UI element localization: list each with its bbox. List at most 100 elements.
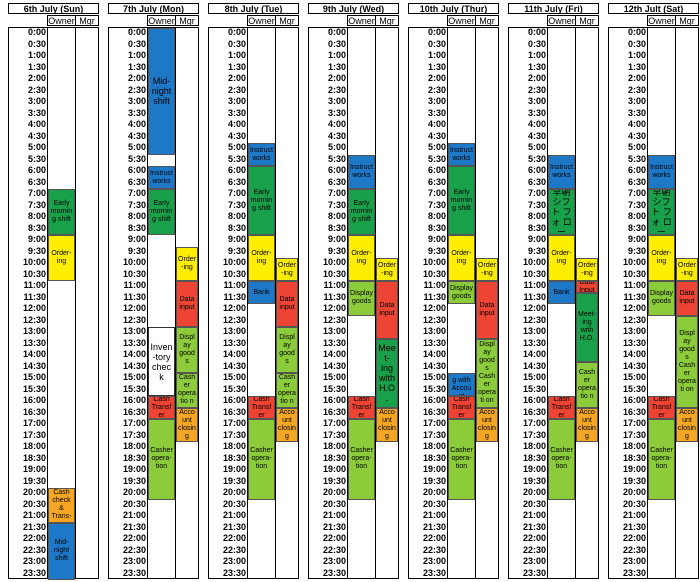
schedule-block: Casher opera- tion [148, 419, 175, 500]
schedule-block: Account closing [476, 407, 498, 442]
time-label: 4:00 [227, 119, 246, 129]
schedule-block: Cash Transfer [348, 396, 375, 419]
day-header: 9th July (Wed) [308, 3, 399, 14]
mgr-column-label: Mgr [275, 15, 299, 26]
time-label: 23:00 [522, 556, 546, 566]
time-label: 6:00 [27, 165, 46, 175]
time-label: 0:00 [27, 27, 46, 37]
schedule-block: Casher opera- tion [648, 419, 675, 500]
schedule-block: Early mornin g shift [248, 166, 275, 235]
time-label: 17:00 [322, 418, 346, 428]
owner-column: Instruct works Early mornin g shift Order-… [247, 27, 276, 579]
time-label: 22:00 [222, 533, 246, 543]
time-label: 20:30 [522, 498, 546, 509]
time-label: 4:30 [627, 130, 646, 141]
time-label: 11:00 [623, 280, 646, 290]
time-label: 14:00 [622, 349, 646, 359]
time-label: 16:00 [22, 395, 46, 405]
time-label: 10:00 [322, 257, 346, 267]
time-label: 0:00 [327, 27, 346, 37]
time-label: 13:30 [22, 337, 46, 348]
time-label: 3:30 [27, 107, 46, 118]
day-header: 10th July (Thur) [408, 3, 499, 14]
time-label: 4:30 [427, 130, 446, 141]
time-label: 8:00 [127, 211, 146, 221]
time-label: 8:00 [527, 211, 546, 221]
owner-column: Instruct works 早朝 シフト フォ ロー Order- ing Disp… [647, 27, 676, 579]
time-label: 16:00 [622, 395, 646, 405]
owner-column: Instruct works Early mornin g shift Order-… [347, 27, 376, 579]
time-label: 12:00 [22, 303, 46, 313]
time-label: 23:30 [222, 567, 246, 578]
mgr-column-label: Mgr [475, 15, 499, 26]
time-label: 17:30 [222, 429, 246, 440]
time-label: 9:00 [27, 234, 46, 244]
time-label: 8:00 [327, 211, 346, 221]
time-label: 13:00 [322, 326, 346, 336]
time-label: 16:00 [222, 395, 246, 405]
time-label: 3:00 [27, 96, 46, 106]
time-label: 0:30 [227, 38, 246, 49]
owner-column-label: Owner [447, 15, 476, 26]
schedule-block: Display goods [448, 281, 475, 304]
time-label: 18:00 [22, 441, 46, 451]
schedule-block: Casher operatio n [276, 373, 298, 408]
time-label: 9:30 [327, 245, 346, 256]
time-label: 5:00 [327, 142, 346, 152]
time-label: 3:30 [327, 107, 346, 118]
time-label: 7:30 [527, 199, 546, 210]
schedule-block: Cash Transfer [648, 396, 675, 419]
time-label: 11:00 [523, 280, 546, 290]
day-header: 8th July (Tue) [208, 3, 299, 14]
time-label: 9:30 [27, 245, 46, 256]
time-label: 20:00 [22, 487, 46, 497]
owner-column: Instruct works 早朝 シフト フォ ロー Order- ing Bank… [547, 27, 576, 579]
time-label: 1:30 [327, 61, 346, 72]
time-label: 21:00 [322, 510, 346, 520]
time-label: 5:30 [427, 153, 446, 164]
time-label: 23:00 [22, 556, 46, 566]
time-label: 4:00 [27, 119, 46, 129]
time-label: 0:30 [27, 38, 46, 49]
time-label: 2:00 [427, 73, 446, 83]
time-label: 11:00 [123, 280, 146, 290]
time-label: 14:30 [122, 360, 146, 371]
time-label: 13:00 [422, 326, 446, 336]
time-label: 18:30 [522, 452, 546, 463]
time-label: 13:00 [222, 326, 246, 336]
time-label: 11:30 [623, 291, 646, 302]
time-label: 7:30 [227, 199, 246, 210]
time-label: 2:30 [327, 84, 346, 95]
time-label: 6:00 [227, 165, 246, 175]
time-label: 2:00 [227, 73, 246, 83]
time-label: 8:30 [427, 222, 446, 233]
time-label: 11:00 [223, 280, 246, 290]
time-label: 16:30 [522, 406, 546, 417]
time-label: 7:00 [27, 188, 46, 198]
time-label: 16:30 [322, 406, 346, 417]
time-label: 7:30 [627, 199, 646, 210]
time-label: 18:30 [622, 452, 646, 463]
time-label: 20:00 [522, 487, 546, 497]
time-label: 3:00 [127, 96, 146, 106]
time-label: 0:00 [227, 27, 246, 37]
schedule-block: Data input [176, 281, 198, 327]
time-label: 21:00 [222, 510, 246, 520]
time-label: 10:30 [22, 268, 46, 279]
mgr-column: Order-ing Data input Display goods Casher … [675, 27, 699, 579]
time-label: 3:00 [327, 96, 346, 106]
time-label: 13:30 [222, 337, 246, 348]
time-label: 17:00 [522, 418, 546, 428]
time-label: 4:30 [327, 130, 346, 141]
time-label: 9:00 [127, 234, 146, 244]
time-column: 0:00 0:30 1:00 1:30 2:00 2:30 3:00 3:30 4:00 4:30… [108, 27, 148, 579]
time-label: 10:30 [422, 268, 446, 279]
time-label: 10:30 [622, 268, 646, 279]
time-label: 3:30 [427, 107, 446, 118]
mgr-column-label: Mgr [575, 15, 599, 26]
time-label: 8:00 [27, 211, 46, 221]
time-label: 5:30 [127, 153, 146, 164]
time-label: 0:30 [327, 38, 346, 49]
time-label: 9:30 [427, 245, 446, 256]
time-label: 6:30 [627, 176, 646, 187]
